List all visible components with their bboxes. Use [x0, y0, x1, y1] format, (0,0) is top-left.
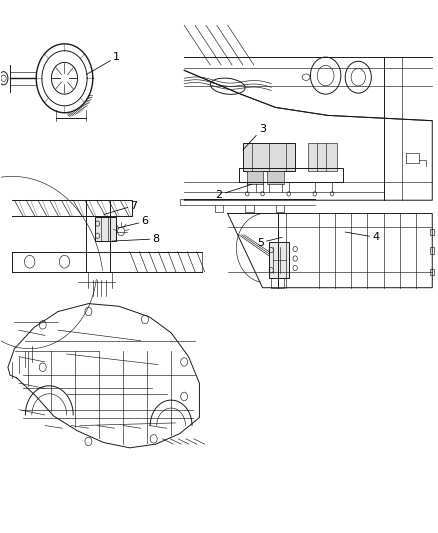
Text: 5: 5: [257, 237, 282, 248]
Bar: [308, 143, 336, 171]
Bar: [247, 171, 262, 184]
Bar: [267, 171, 284, 184]
Text: 3: 3: [243, 124, 266, 150]
Text: 1: 1: [86, 52, 120, 75]
Text: 7: 7: [104, 200, 138, 215]
Bar: [430, 247, 434, 254]
Bar: [95, 217, 116, 241]
Text: 2: 2: [215, 184, 252, 200]
Bar: [269, 242, 289, 278]
Bar: [239, 168, 343, 182]
Bar: [271, 278, 284, 288]
Bar: [430, 269, 434, 275]
Text: 8: 8: [113, 234, 159, 244]
Bar: [430, 229, 434, 235]
Text: 6: 6: [117, 216, 148, 228]
Bar: [243, 143, 295, 171]
Text: 4: 4: [345, 232, 379, 243]
